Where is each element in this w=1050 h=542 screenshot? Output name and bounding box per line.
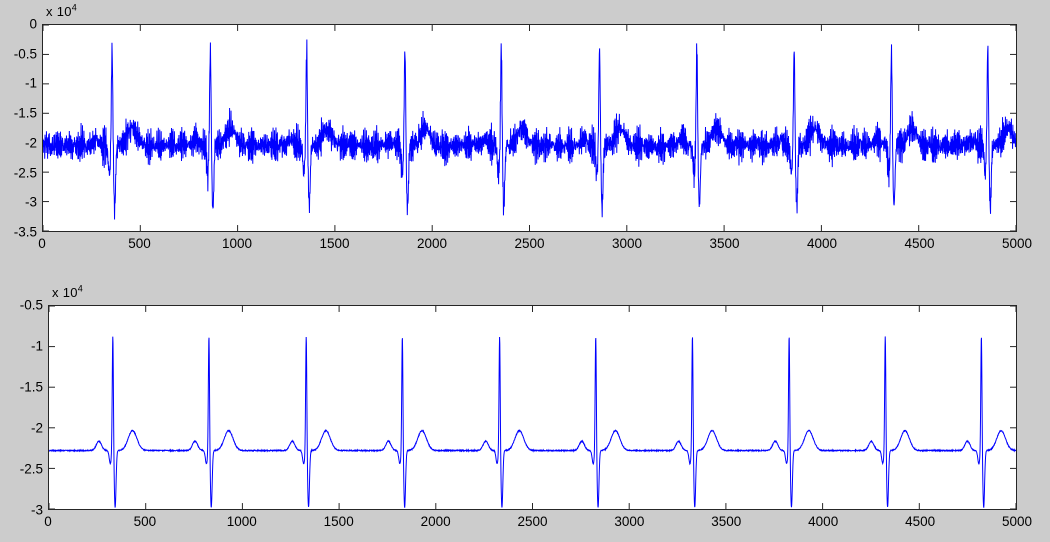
x-axis-tick-label-bottom: 3500 bbox=[711, 514, 742, 529]
exponent-power-top: 4 bbox=[71, 2, 78, 13]
x-axis-tick-label-top: 3500 bbox=[709, 236, 740, 251]
axis-ticks bbox=[49, 306, 1016, 509]
x-axis-tick-label-bottom: 4500 bbox=[905, 514, 936, 529]
x-axis-tick-label-bottom: 4000 bbox=[808, 514, 839, 529]
y-axis-tick-label-top: -0.5 bbox=[13, 46, 37, 62]
y-axis-tick-label-top: -2 bbox=[24, 135, 37, 151]
exponent-mantissa-bottom: x 10 bbox=[52, 285, 78, 300]
filtered-ecg-trace bbox=[49, 336, 1016, 507]
y-axis-tick-label-top: -3 bbox=[24, 194, 37, 210]
x-axis-tick-label-top: 0 bbox=[38, 236, 46, 251]
noisy-ecg-plot-area bbox=[43, 25, 1016, 231]
y-axis-tick-label-bottom: -0.5 bbox=[19, 297, 43, 313]
x-axis-tick-label-top: 4500 bbox=[904, 236, 935, 251]
x-axis-tick-label-top: 2000 bbox=[416, 236, 448, 251]
x-axis-tick-label-top: 5000 bbox=[1001, 236, 1033, 251]
y-axis-tick-label-bottom: -1.5 bbox=[19, 379, 43, 395]
x-axis-tick-label-top: 1500 bbox=[319, 236, 350, 251]
exponent-label-bottom: x 104 bbox=[52, 283, 84, 300]
plot-axes-noisy-ecg bbox=[42, 24, 1017, 232]
y-axis-tick-label-top: -1.5 bbox=[13, 105, 37, 121]
y-axis-tick-label-top: -2.5 bbox=[13, 165, 37, 181]
x-axis-tick-label-bottom: 1000 bbox=[226, 514, 257, 529]
x-axis-tick-label-top: 2500 bbox=[514, 236, 545, 251]
y-axis-tick-label-bottom: -1 bbox=[30, 338, 43, 354]
exponent-power-bottom: 4 bbox=[77, 283, 84, 294]
x-axis-tick-label-top: 500 bbox=[128, 236, 151, 251]
exponent-label-top: x 104 bbox=[46, 2, 78, 19]
x-axis-tick-label-top: 3000 bbox=[611, 236, 643, 251]
noisy-ecg-trace bbox=[43, 40, 1016, 220]
y-axis-tick-label-bottom: -2 bbox=[30, 420, 43, 436]
filtered-ecg-plot-area bbox=[49, 306, 1016, 509]
x-axis-tick-label-bottom: 3000 bbox=[614, 514, 645, 529]
x-axis-tick-label-bottom: 0 bbox=[44, 514, 52, 529]
axis-ticks bbox=[43, 25, 1016, 231]
x-axis-tick-label-bottom: 500 bbox=[133, 514, 157, 529]
y-axis-tick-label-bottom: -3 bbox=[30, 502, 43, 518]
x-axis-tick-label-bottom: 2500 bbox=[517, 514, 548, 529]
y-axis-tick-label-top: -1 bbox=[24, 75, 37, 91]
x-axis-tick-label-top: 4000 bbox=[806, 236, 838, 251]
y-axis-tick-label-top: -3.5 bbox=[13, 224, 37, 240]
x-axis-tick-label-bottom: 5000 bbox=[1001, 514, 1033, 529]
y-axis-tick-label-bottom: -2.5 bbox=[19, 461, 43, 477]
exponent-mantissa-top: x 10 bbox=[46, 4, 72, 19]
x-axis-tick-label-bottom: 2000 bbox=[420, 514, 451, 529]
plot-axes-filtered-ecg bbox=[48, 305, 1017, 510]
x-axis-tick-label-top: 1000 bbox=[221, 236, 253, 251]
x-axis-tick-label-bottom: 1500 bbox=[323, 514, 354, 529]
y-axis-tick-label-top: 0 bbox=[29, 16, 37, 32]
